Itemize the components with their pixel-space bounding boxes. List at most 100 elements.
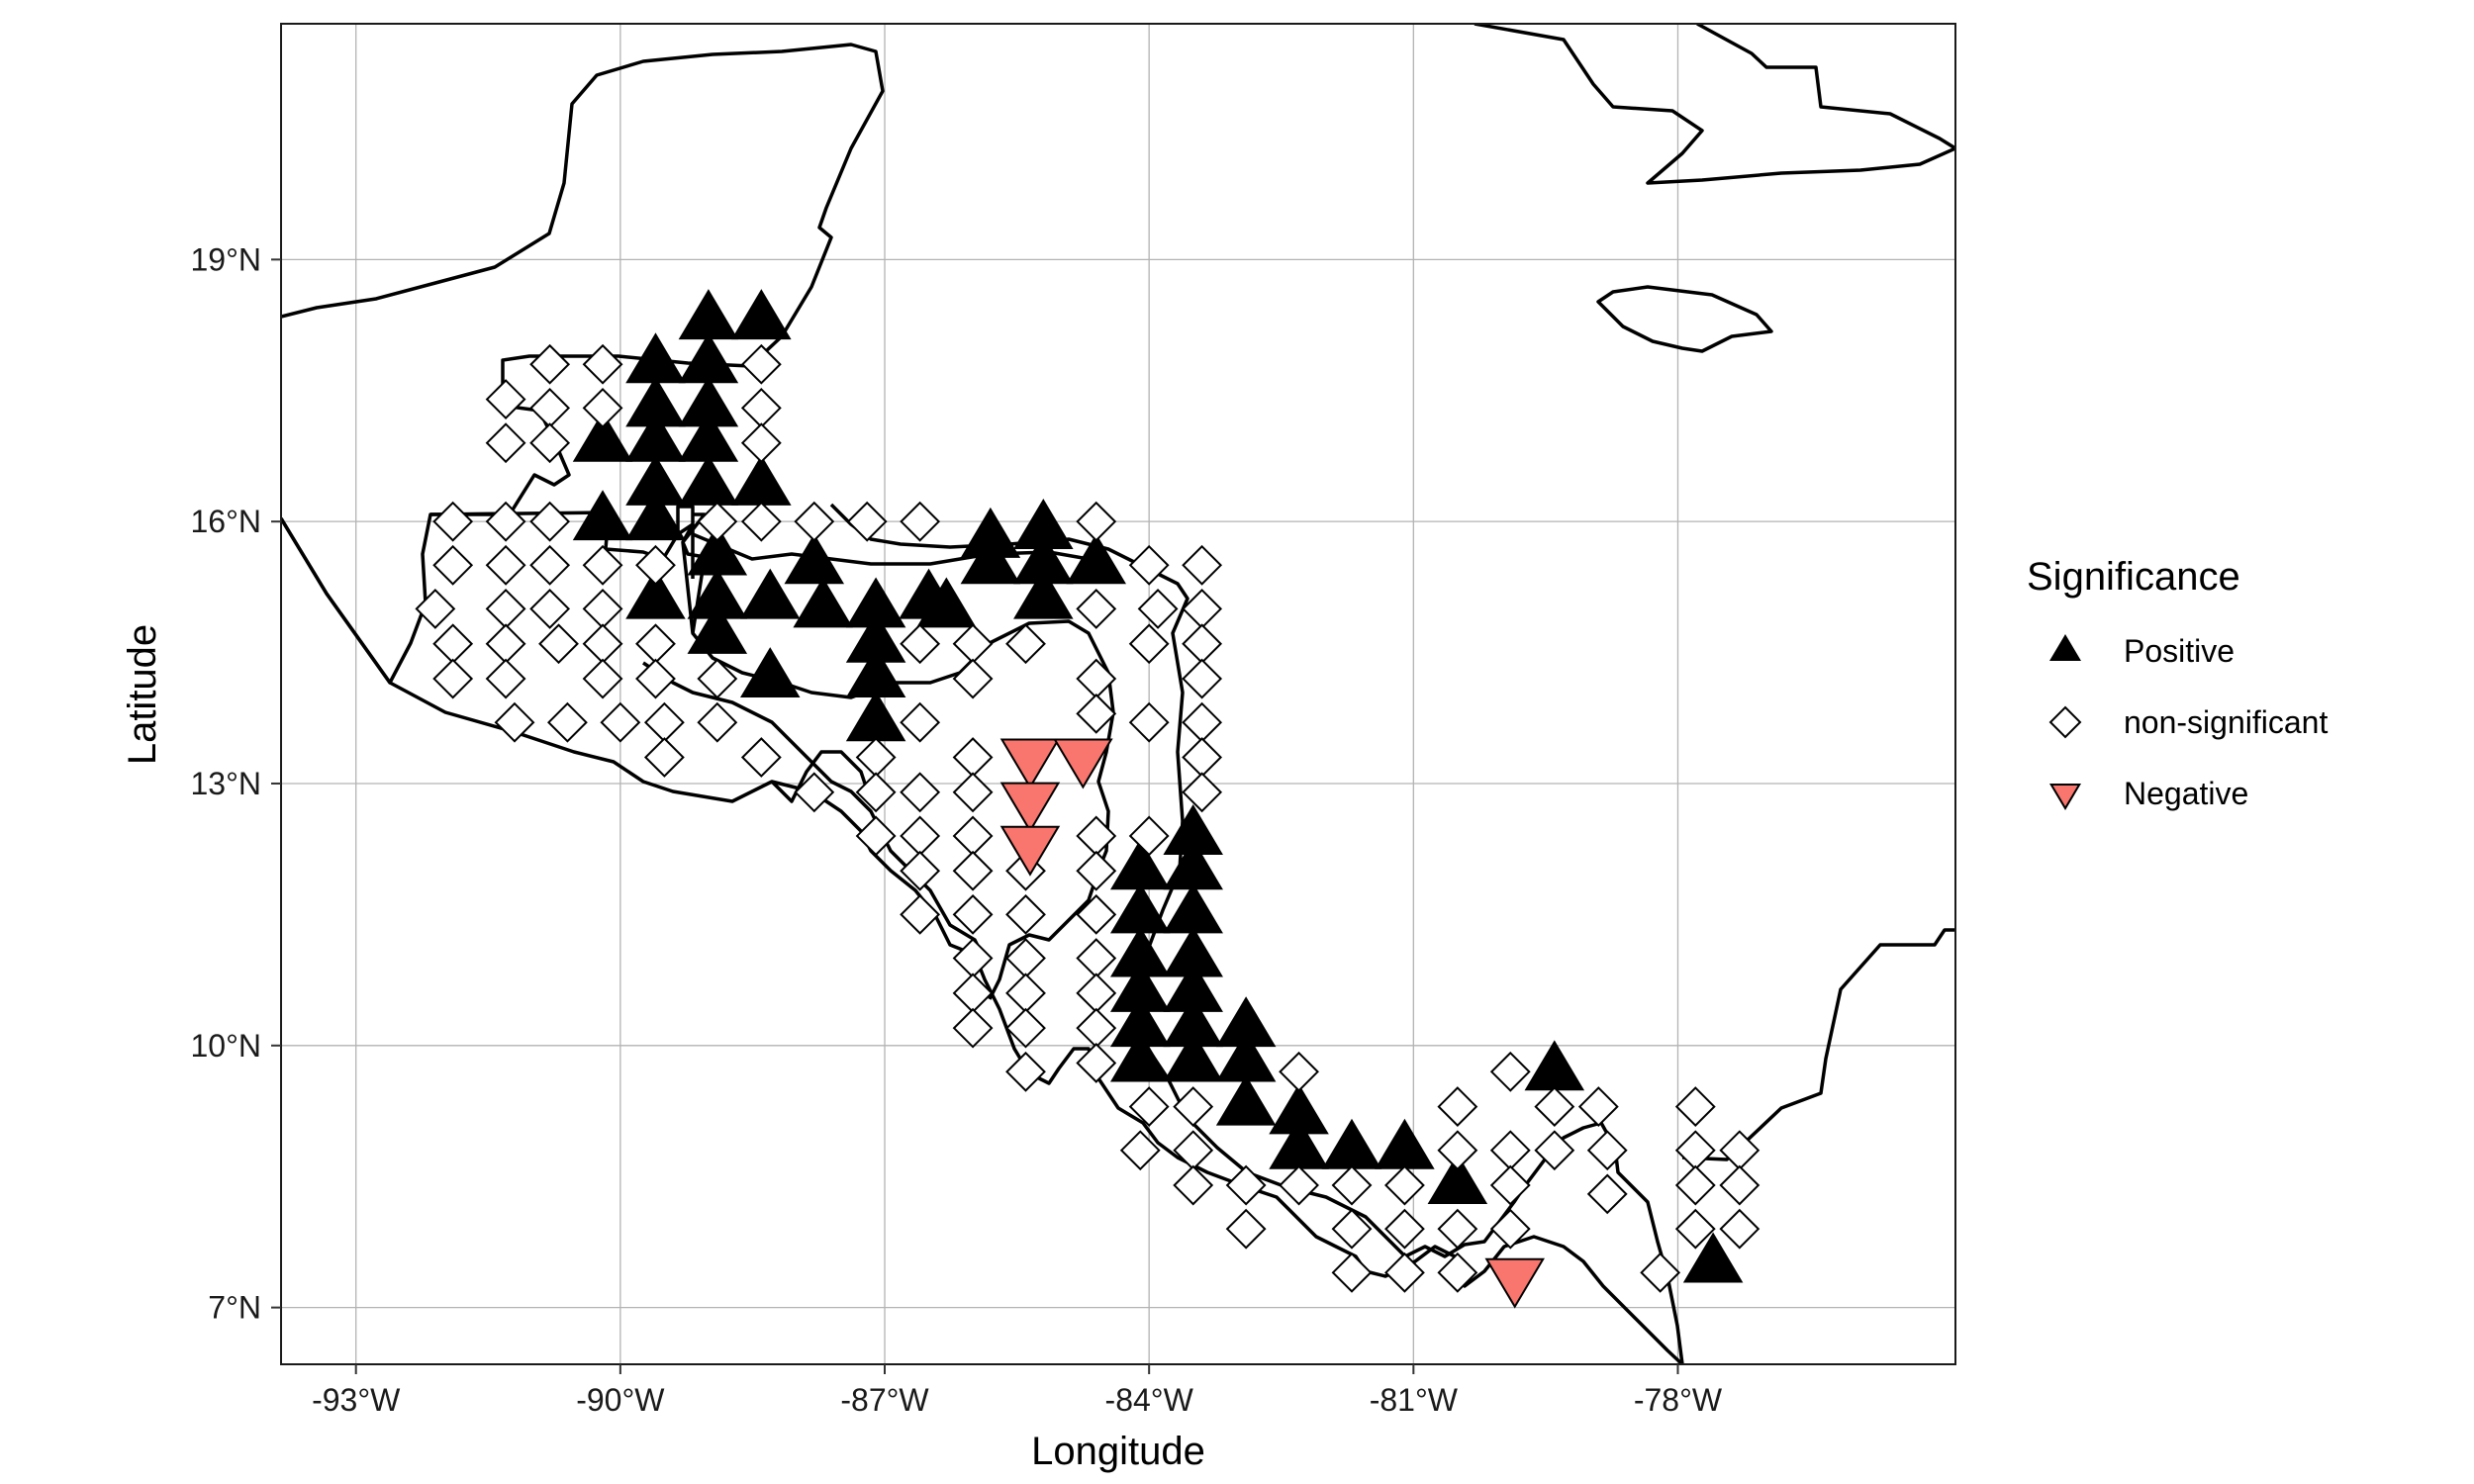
point-non-significant (1182, 544, 1223, 586)
point-non-significant (1489, 1164, 1531, 1206)
point-non-significant (635, 544, 676, 586)
point-non-significant (582, 658, 623, 699)
point-non-significant (432, 544, 474, 586)
point-non-significant (952, 1007, 994, 1049)
point-non-significant (1128, 544, 1170, 586)
point-positive (687, 603, 748, 654)
point-positive (1427, 1154, 1488, 1205)
point-non-significant (485, 501, 526, 542)
point-non-significant (1586, 1173, 1628, 1215)
point-non-significant (900, 850, 941, 891)
point-non-significant (415, 589, 456, 629)
point-non-significant (697, 701, 738, 743)
point-non-significant (1384, 1164, 1425, 1206)
point-non-significant (1534, 1086, 1575, 1128)
point-non-significant (1182, 772, 1223, 813)
point-positive (793, 577, 853, 628)
point-non-significant (1674, 1164, 1716, 1206)
point-non-significant (697, 501, 738, 542)
x-tick-label: -87°W (840, 1382, 929, 1418)
point-non-significant (1128, 701, 1170, 743)
point-non-significant (1173, 1164, 1214, 1206)
x-axis: -93°W -90°W -87°W -84°W -81°W -78°W (312, 1364, 1723, 1418)
point-positive (784, 533, 845, 585)
point-non-significant (1437, 1208, 1478, 1250)
y-axis: 7°N 10°N 13°N 16°N 19°N (191, 241, 281, 1326)
point-non-significant (643, 737, 685, 778)
point-non-significant (740, 422, 782, 464)
point-positive (960, 533, 1021, 585)
point-non-significant (600, 701, 641, 743)
point-positive (572, 490, 633, 541)
point-non-significant (1331, 1208, 1373, 1250)
point-non-significant (1128, 1086, 1170, 1128)
point-non-significant (1437, 1086, 1478, 1128)
point-non-significant (952, 850, 994, 891)
point-non-significant (1437, 1252, 1478, 1293)
point-non-significant (1128, 815, 1170, 857)
point-non-significant (1577, 1086, 1619, 1128)
point-positive (916, 577, 977, 628)
point-non-significant (529, 544, 571, 586)
point-negative (1484, 1257, 1545, 1309)
y-tick-label: 16°N (191, 504, 262, 539)
point-non-significant (1005, 1051, 1046, 1092)
point-non-significant (900, 772, 941, 813)
point-positive (678, 454, 739, 506)
point-positive (625, 568, 686, 619)
point-non-significant (1076, 693, 1117, 734)
point-non-significant (582, 343, 623, 385)
coastline-colombia (1681, 928, 1955, 1161)
point-non-significant (697, 658, 738, 699)
point-positive (625, 490, 686, 541)
point-non-significant (1489, 1208, 1531, 1250)
point-non-significant (1719, 1164, 1760, 1206)
point-non-significant (1182, 658, 1223, 699)
point-non-significant (952, 772, 994, 813)
point-non-significant (529, 343, 571, 385)
panel-border (280, 23, 1956, 1365)
legend-key-positive-icon (2048, 634, 2082, 661)
point-non-significant (635, 658, 676, 699)
x-axis-title: Longitude (1031, 1430, 1205, 1473)
point-non-significant (432, 501, 474, 542)
point-non-significant (1076, 893, 1117, 935)
point-non-significant (1225, 1164, 1267, 1206)
x-tick-label: -81°W (1370, 1382, 1459, 1418)
point-non-significant (1173, 1086, 1214, 1128)
legend-key-non-significant-icon (2048, 705, 2082, 739)
point-non-significant (855, 815, 897, 857)
point-non-significant (1331, 1252, 1373, 1293)
point-non-significant (794, 772, 835, 813)
point-non-significant (1437, 1130, 1478, 1171)
point-non-significant (1076, 501, 1117, 542)
point-non-significant (529, 589, 571, 629)
point-non-significant (1384, 1208, 1425, 1250)
y-axis-title: Latitude (121, 624, 164, 765)
point-non-significant (1674, 1208, 1716, 1250)
point-non-significant (1719, 1208, 1760, 1250)
point-non-significant (1640, 1252, 1681, 1293)
point-non-significant (1076, 850, 1117, 891)
point-non-significant (1279, 1051, 1319, 1092)
point-positive (1215, 1074, 1277, 1126)
point-positive (739, 568, 801, 619)
point-non-significant (1384, 1252, 1425, 1293)
point-non-significant (1128, 623, 1170, 665)
point-non-significant (740, 343, 782, 385)
point-non-significant (1534, 1130, 1575, 1171)
y-tick-label: 19°N (191, 241, 262, 277)
point-non-significant (582, 387, 623, 428)
point-non-significant (485, 544, 526, 586)
point-non-significant (952, 658, 994, 699)
point-non-significant (1489, 1051, 1531, 1092)
x-tick-label: -78°W (1634, 1382, 1723, 1418)
point-non-significant (529, 422, 571, 464)
y-tick-label: 10°N (191, 1028, 262, 1064)
y-tick-label: 7°N (208, 1290, 261, 1326)
point-non-significant (1119, 1130, 1161, 1171)
x-tick-label: -93°W (312, 1382, 401, 1418)
legend-label: non-significant (2124, 704, 2328, 740)
point-negative (999, 825, 1061, 877)
